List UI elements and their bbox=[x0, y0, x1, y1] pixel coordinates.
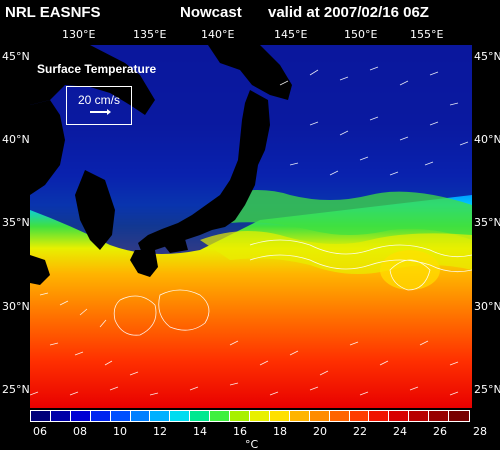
colorbar-cell bbox=[409, 411, 430, 421]
lat-label-left-40: 40°N bbox=[2, 133, 30, 146]
colorbar-cell bbox=[170, 411, 191, 421]
vector-scale-label: 20 cm/s bbox=[77, 93, 120, 107]
map-title: Surface Temperature bbox=[37, 62, 157, 76]
colorbar bbox=[30, 410, 470, 422]
colorbar-cell bbox=[130, 411, 151, 421]
lat-label-right-25: 25°N bbox=[474, 383, 500, 396]
colorbar-cell bbox=[429, 411, 450, 421]
land-kyushu bbox=[130, 250, 158, 277]
colorbar-tick-label: 18 bbox=[273, 425, 287, 438]
colorbar-tick-label: 20 bbox=[313, 425, 327, 438]
colorbar-tick-label: 12 bbox=[153, 425, 167, 438]
colorbar-cell bbox=[31, 411, 51, 421]
source-label: NRL EASNFS bbox=[5, 4, 101, 21]
lat-label-right-30: 30°N bbox=[474, 300, 500, 313]
colorbar-tick-label: 08 bbox=[73, 425, 87, 438]
lon-label-140: 140°E bbox=[201, 28, 235, 41]
colorbar-cell bbox=[269, 411, 290, 421]
lon-label-130: 130°E bbox=[62, 28, 96, 41]
colorbar-cell bbox=[449, 411, 469, 421]
colorbar-cell bbox=[349, 411, 370, 421]
colorbar-tick-label: 24 bbox=[393, 425, 407, 438]
colorbar-cell bbox=[289, 411, 310, 421]
colorbar-cell bbox=[309, 411, 330, 421]
colorbar-cell bbox=[230, 411, 250, 421]
colorbar-cell bbox=[389, 411, 410, 421]
lon-label-150: 150°E bbox=[344, 28, 378, 41]
lat-label-left-25: 25°N bbox=[2, 383, 30, 396]
land-asia-north bbox=[30, 45, 155, 115]
colorbar-unit: °C bbox=[245, 438, 259, 450]
front-zone bbox=[220, 190, 472, 240]
valid-time-label: valid at 2007/02/16 06Z bbox=[268, 4, 429, 21]
colorbar-tick-label: 10 bbox=[113, 425, 127, 438]
lat-label-left-45: 45°N bbox=[2, 50, 30, 63]
vector-scale-arrow-icon bbox=[90, 109, 111, 115]
land-china-coast bbox=[30, 255, 50, 285]
colorbar-cell bbox=[110, 411, 131, 421]
sst-map bbox=[30, 45, 472, 408]
lat-label-right-45: 45°N bbox=[474, 50, 500, 63]
lon-label-155: 155°E bbox=[410, 28, 444, 41]
land-korea bbox=[75, 170, 115, 250]
colorbar-tick-label: 16 bbox=[233, 425, 247, 438]
warm-eddy bbox=[380, 250, 440, 290]
land-hokkaido bbox=[208, 45, 292, 100]
lat-label-right-35: 35°N bbox=[474, 216, 500, 229]
sst-field bbox=[30, 45, 472, 408]
lon-label-145: 145°E bbox=[274, 28, 308, 41]
lat-label-left-30: 30°N bbox=[2, 300, 30, 313]
lat-label-left-35: 35°N bbox=[2, 216, 30, 229]
colorbar-tick-label: 22 bbox=[353, 425, 367, 438]
colorbar-cell bbox=[369, 411, 390, 421]
colorbar-tick-label: 06 bbox=[33, 425, 47, 438]
colorbar-cell bbox=[150, 411, 171, 421]
colorbar-tick-label: 28 bbox=[473, 425, 487, 438]
colorbar-tick-label: 26 bbox=[433, 425, 447, 438]
lon-label-135: 135°E bbox=[133, 28, 167, 41]
colorbar-cell bbox=[329, 411, 350, 421]
colorbar-cell bbox=[90, 411, 111, 421]
lat-label-right-40: 40°N bbox=[474, 133, 500, 146]
colorbar-cell bbox=[210, 411, 231, 421]
colorbar-cell bbox=[70, 411, 91, 421]
colorbar-tick-label: 14 bbox=[193, 425, 207, 438]
product-label: Nowcast bbox=[180, 4, 242, 21]
land-shikoku bbox=[162, 239, 188, 253]
vector-scale-legend: 20 cm/s bbox=[66, 86, 132, 125]
colorbar-cell bbox=[50, 411, 71, 421]
land-honshu bbox=[138, 90, 270, 253]
colorbar-cell bbox=[249, 411, 270, 421]
colorbar-cell bbox=[190, 411, 211, 421]
current-vectors bbox=[30, 66, 472, 396]
land-mainland-coast bbox=[30, 100, 65, 195]
